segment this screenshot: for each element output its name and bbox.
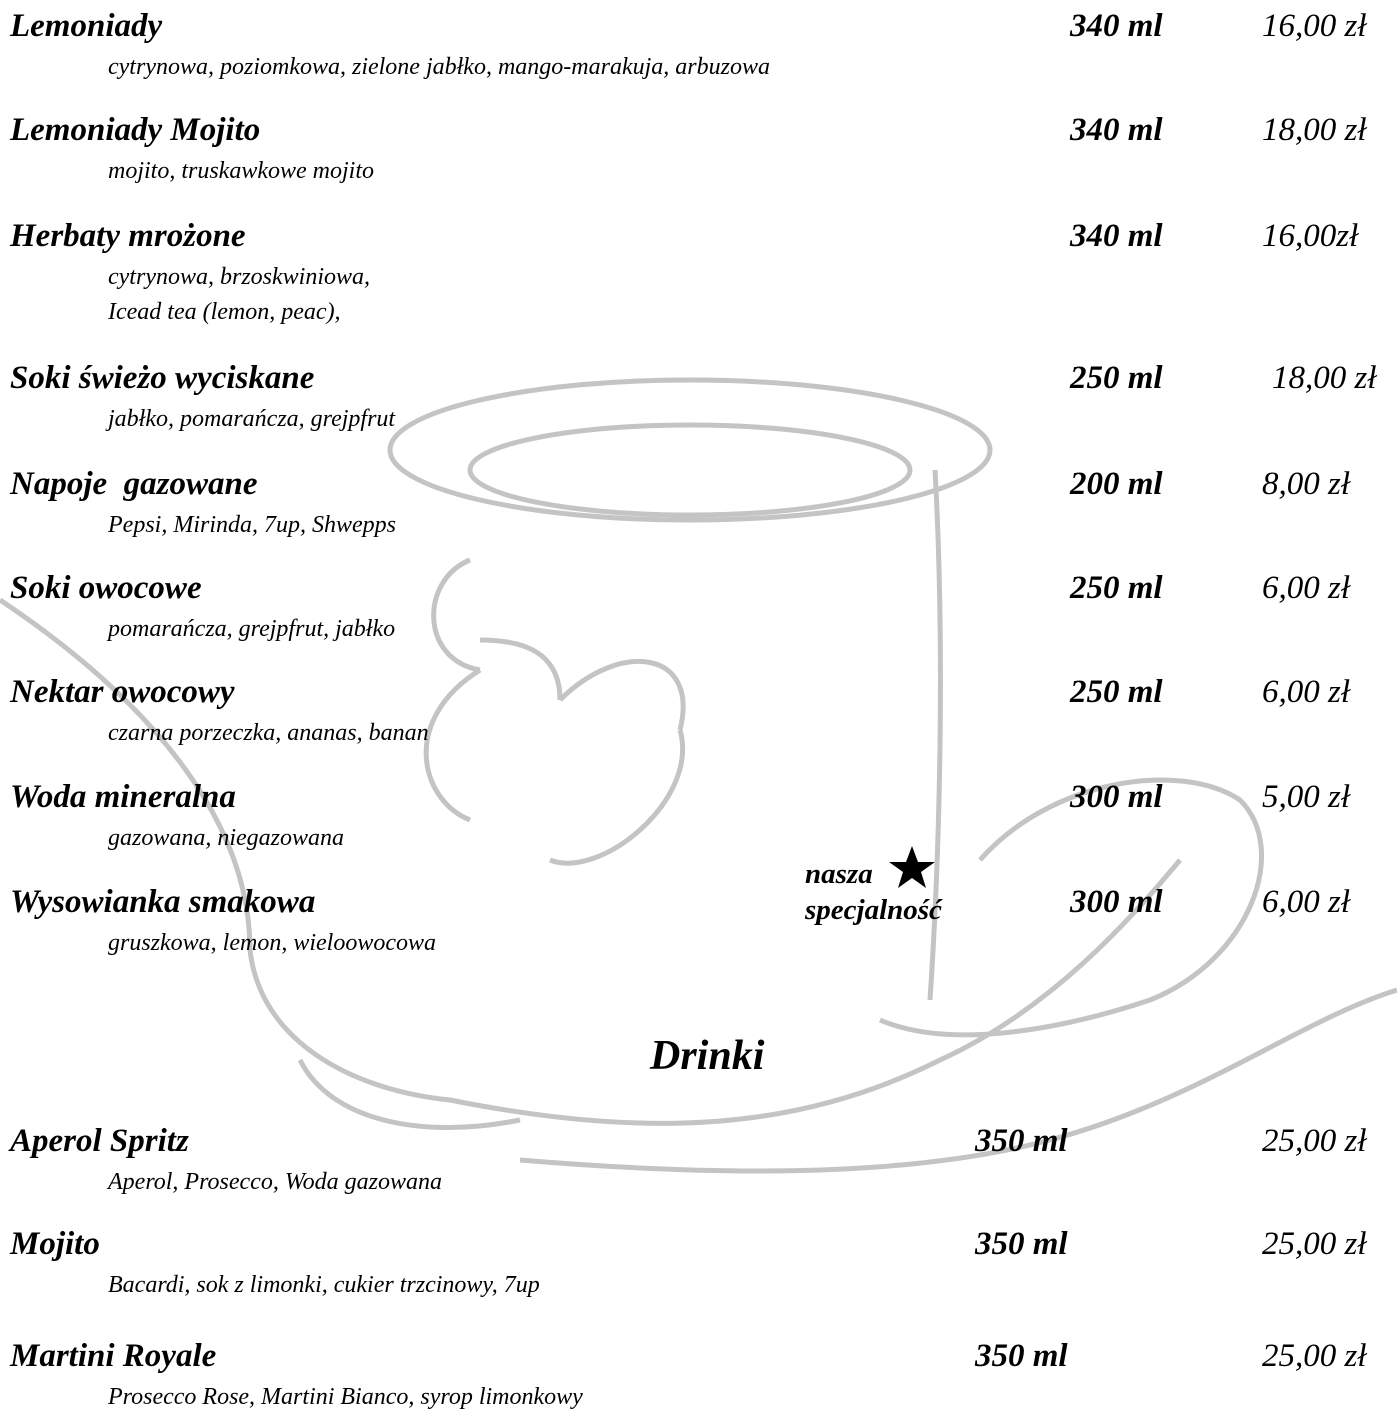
- item-volume: 300 ml: [1070, 779, 1163, 816]
- item-name: Woda mineralna: [10, 779, 236, 816]
- item-name: Herbaty mrożone: [10, 218, 246, 255]
- item-volume: 340 ml: [1070, 112, 1163, 149]
- special-label: specjalność: [805, 894, 942, 927]
- item-name: Lemoniady: [10, 8, 162, 45]
- item-volume: 300 ml: [1070, 884, 1163, 921]
- item-description: Bacardi, sok z limonki, cukier trzcinowy…: [108, 1272, 540, 1299]
- item-name: Lemoniady Mojito: [10, 112, 260, 149]
- item-description: gruszkowa, lemon, wieloowocowa: [108, 930, 436, 957]
- item-price: 6,00 zł: [1262, 884, 1350, 921]
- item-price: 25,00 zł: [1262, 1338, 1367, 1375]
- item-description: gazowana, niegazowana: [108, 825, 344, 852]
- item-volume: 340 ml: [1070, 218, 1163, 255]
- item-price: 25,00 zł: [1262, 1123, 1367, 1160]
- item-name: Nektar owocowy: [10, 674, 235, 711]
- item-price: 16,00zł: [1262, 218, 1358, 255]
- special-label: nasza: [805, 858, 873, 891]
- item-price: 18,00 zł: [1262, 112, 1367, 149]
- item-name: Aperol Spritz: [10, 1123, 189, 1160]
- item-description: Icead tea (lemon, peac),: [108, 299, 341, 326]
- item-price: 6,00 zł: [1262, 570, 1350, 607]
- item-volume: 340 ml: [1070, 8, 1163, 45]
- item-description: cytrynowa, brzoskwiniowa,: [108, 264, 370, 291]
- star: [889, 846, 935, 888]
- item-price: 25,00 zł: [1262, 1226, 1367, 1263]
- item-volume: 350 ml: [975, 1338, 1068, 1375]
- menu-page: Lemoniady cytrynowa, poziomkowa, zielone …: [0, 0, 1397, 1416]
- section-heading: Drinki: [650, 1032, 764, 1080]
- item-price: 18,00 zł: [1272, 360, 1377, 397]
- item-description: Pepsi, Mirinda, 7up, Shwepps: [108, 512, 396, 539]
- item-description: mojito, truskawkowe mojito: [108, 158, 374, 185]
- item-price: 16,00 zł: [1262, 8, 1367, 45]
- item-volume: 200 ml: [1070, 466, 1163, 503]
- item-name: Soki świeżo wyciskane: [10, 360, 314, 397]
- item-description: Prosecco Rose, Martini Bianco, syrop lim…: [108, 1384, 583, 1411]
- item-description: czarna porzeczka, ananas, banan: [108, 720, 429, 747]
- item-description: jabłko, pomarańcza, grejpfrut: [108, 406, 395, 433]
- item-name: Napoje gazowane: [10, 466, 258, 503]
- item-volume: 350 ml: [975, 1123, 1068, 1160]
- item-price: 6,00 zł: [1262, 674, 1350, 711]
- item-volume: 250 ml: [1070, 360, 1163, 397]
- item-name: Mojito: [10, 1226, 100, 1263]
- item-description: cytrynowa, poziomkowa, zielone jabłko, m…: [108, 54, 770, 81]
- item-volume: 250 ml: [1070, 674, 1163, 711]
- item-price: 8,00 zł: [1262, 466, 1350, 503]
- item-name: Soki owocowe: [10, 570, 202, 607]
- item-name: Wysowianka smakowa: [10, 884, 315, 921]
- item-volume: 350 ml: [975, 1226, 1068, 1263]
- item-price: 5,00 zł: [1262, 779, 1350, 816]
- item-description: Aperol, Prosecco, Woda gazowana: [108, 1169, 442, 1196]
- item-name: Martini Royale: [10, 1338, 216, 1375]
- item-volume: 250 ml: [1070, 570, 1163, 607]
- item-description: pomarańcza, grejpfrut, jabłko: [108, 616, 395, 643]
